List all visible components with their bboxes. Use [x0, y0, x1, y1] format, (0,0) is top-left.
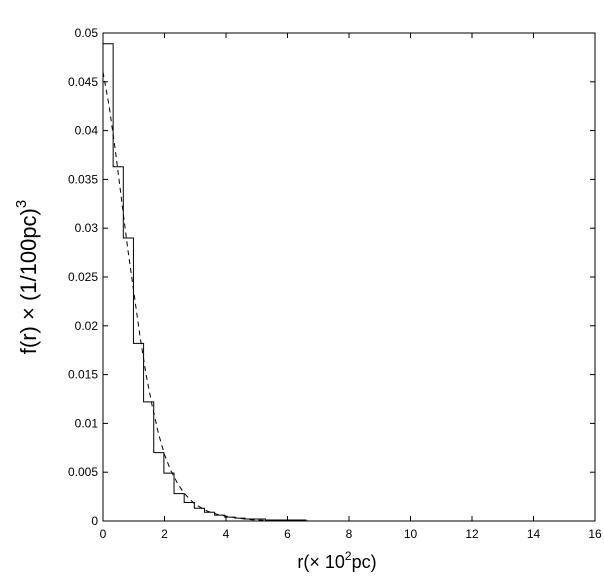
plot-frame	[102, 32, 596, 522]
y-tick-label: 0.005	[68, 465, 98, 479]
y-tick-label: 0.045	[68, 75, 98, 89]
fit-curve-series	[102, 71, 349, 522]
x-tick-label: 2	[161, 527, 168, 541]
y-tick-label: 0.04	[75, 124, 99, 138]
x-tick-label: 14	[527, 527, 541, 541]
x-axis-title: r(× 102pc)	[297, 549, 376, 572]
y-tick-label: 0.05	[75, 26, 99, 40]
y-axis-title-main: f(r) × (1/100pc)	[16, 208, 41, 354]
x-tick-label: 16	[588, 527, 602, 541]
series-layer	[102, 43, 357, 522]
y-axis-title: f(r) × (1/100pc)3	[13, 200, 41, 354]
y-axis-title-sup: 3	[13, 200, 30, 208]
y-tick-label: 0.015	[68, 368, 98, 382]
y-tick-label: 0.01	[75, 416, 99, 430]
x-tick-label: 6	[284, 527, 291, 541]
y-tick-label: 0.03	[75, 221, 99, 235]
x-tick-label: 4	[223, 527, 230, 541]
x-tick-label: 8	[346, 527, 353, 541]
x-axis-title-main: r(× 10	[297, 552, 345, 572]
x-tick-label: 12	[465, 527, 479, 541]
histogram-series	[102, 43, 357, 522]
x-axis-title-sup: 2	[345, 549, 352, 563]
x-axis-title-tail: pc)	[352, 552, 377, 572]
y-tick-label: 0.035	[68, 172, 98, 186]
x-tick-label: 10	[404, 527, 418, 541]
y-tick-label: 0.02	[75, 319, 99, 333]
y-axis-ticks: 0 0.005 0.01 0.015 0.02 0.025 0.03 0.035 0.04 0.0…	[68, 26, 595, 528]
y-tick-label: 0.025	[68, 270, 98, 284]
x-tick-label: 0	[100, 527, 107, 541]
y-tick-label: 0	[91, 514, 98, 528]
x-axis-ticks: 0 2 4 6 8 10 12 14 16	[100, 33, 602, 541]
